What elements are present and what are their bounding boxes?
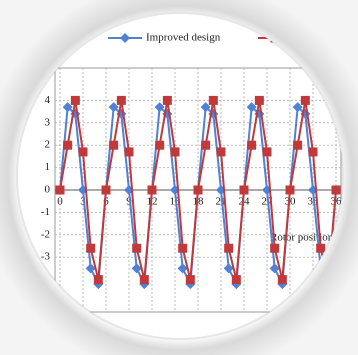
marker (101, 185, 111, 195)
marker (55, 185, 65, 195)
marker (109, 140, 119, 150)
marker (85, 263, 96, 274)
y-tick-label: 3 (45, 116, 51, 128)
y-tick-label: 0 (45, 184, 51, 196)
marker (293, 140, 303, 150)
marker (208, 95, 218, 105)
marker (216, 147, 226, 157)
x-tick-label: 24 (239, 196, 251, 208)
legend-marker (120, 33, 130, 43)
marker (177, 263, 188, 274)
marker (185, 275, 195, 285)
marker (154, 102, 165, 113)
marker (223, 263, 234, 274)
marker (63, 140, 73, 150)
marker (308, 147, 318, 157)
y-tick-label: -1 (41, 206, 50, 218)
marker (200, 102, 211, 113)
marker (147, 185, 157, 195)
marker (285, 185, 295, 195)
marker (116, 95, 126, 105)
marker (269, 263, 280, 274)
x-tick-label: 18 (193, 196, 205, 208)
marker (247, 140, 257, 150)
y-tick-label: -2 (41, 228, 50, 240)
marker (239, 185, 249, 195)
marker (300, 95, 310, 105)
legend-label: Improved design (146, 32, 221, 44)
y-tick-label: -3 (41, 251, 51, 263)
x-tick-label: 0 (57, 196, 63, 208)
x-tick-label: 36 (331, 196, 343, 208)
marker (231, 275, 241, 285)
y-tick-label: 4 (45, 94, 51, 106)
marker (201, 140, 211, 150)
marker (78, 147, 88, 157)
marker (254, 95, 264, 105)
marker (224, 243, 234, 253)
marker (170, 147, 180, 157)
marker (178, 243, 188, 253)
marker (331, 185, 341, 195)
lens (16, 12, 344, 340)
marker (131, 263, 142, 274)
y-tick-label: 2 (45, 139, 51, 151)
marker (262, 147, 272, 157)
marker (193, 185, 203, 195)
marker (108, 102, 119, 113)
marker (155, 140, 165, 150)
marker (93, 275, 103, 285)
marker (277, 275, 287, 285)
marker (292, 102, 303, 113)
marker (86, 243, 96, 253)
x-tick-label: 6 (103, 196, 109, 208)
marker (270, 243, 280, 253)
marker (62, 102, 73, 113)
marker (70, 95, 80, 105)
marker (316, 243, 326, 253)
marker (139, 275, 149, 285)
marker (124, 147, 134, 157)
x-axis-label: Rotor position [°] (270, 232, 348, 244)
marker (162, 95, 172, 105)
marker (132, 243, 142, 253)
y-tick-label: 1 (45, 161, 51, 173)
marker (246, 102, 257, 113)
x-tick-label: 30 (285, 196, 297, 208)
x-tick-label: 21 (216, 196, 227, 208)
